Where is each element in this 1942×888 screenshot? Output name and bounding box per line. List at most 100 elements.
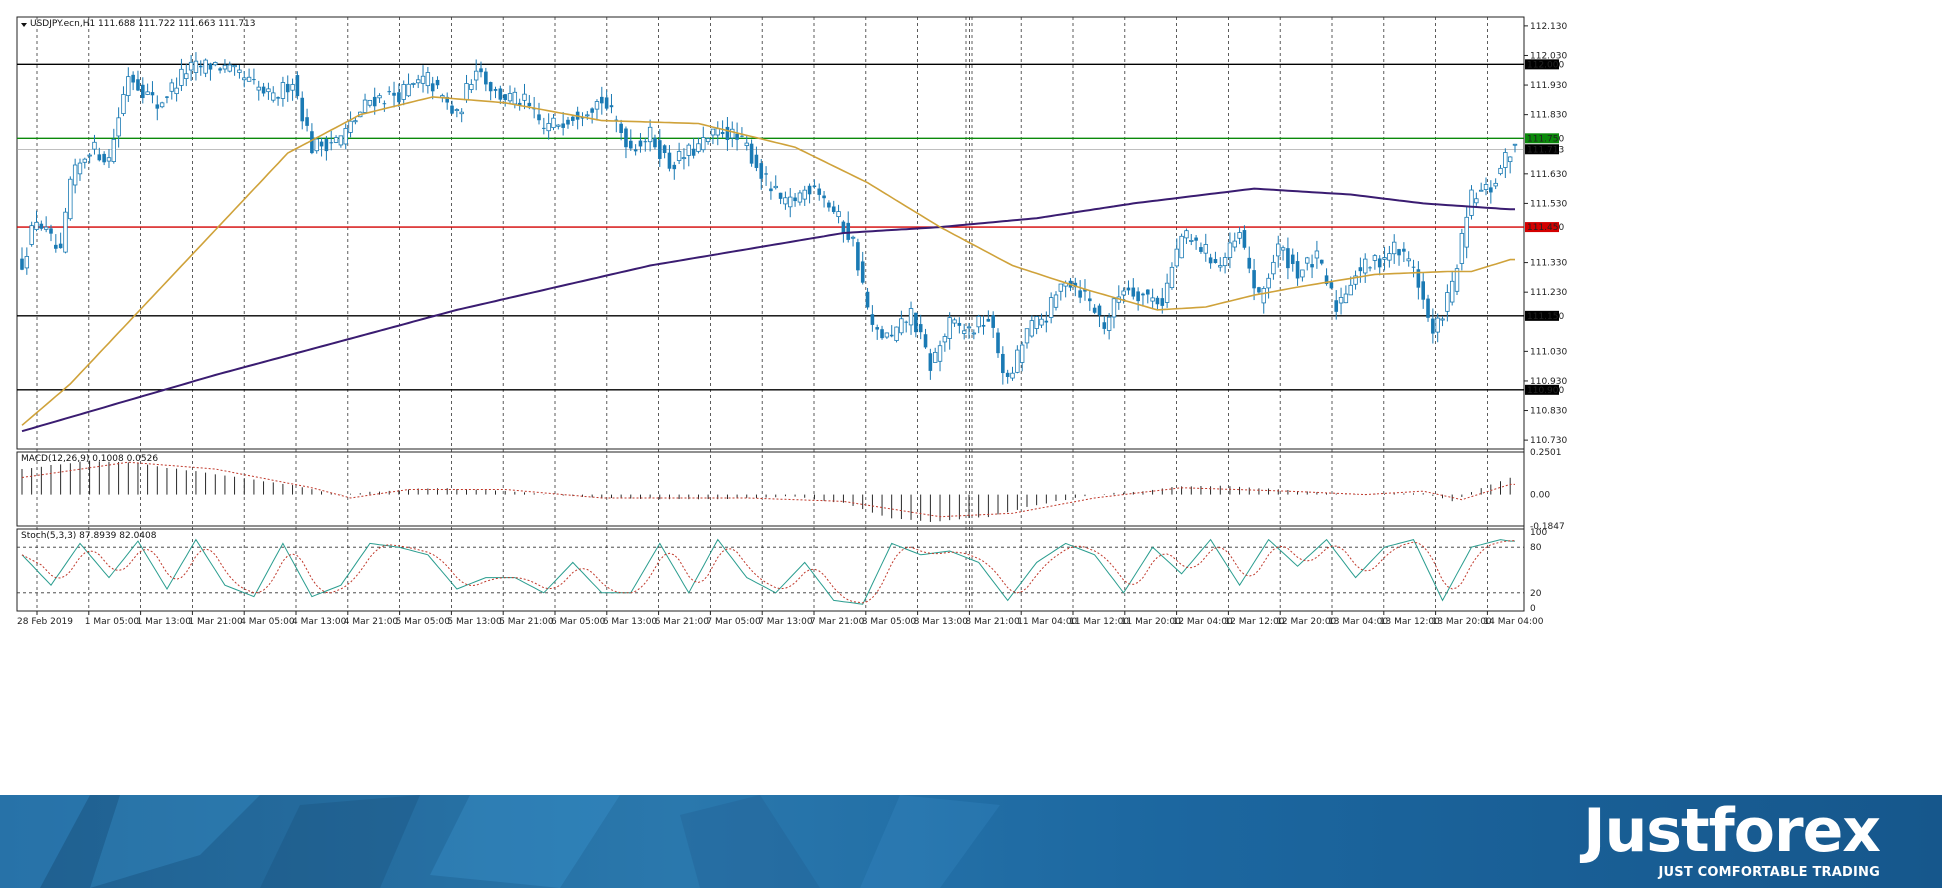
current-price-label: 111.713 [1527,145,1564,155]
candle-bear [136,79,140,91]
candle-bear [1397,249,1401,256]
candle-bear [498,88,503,100]
candle-bull [783,197,788,205]
candle-bull [1454,268,1460,292]
candle-bear [54,244,58,249]
candle-bear [918,324,923,333]
x-tick-label: 1 Mar 21:00 [188,617,243,627]
y-tick-label: 111.630 [1530,170,1567,180]
x-tick-label: 8 Mar 21:00 [965,617,1020,627]
candle-bear [1126,287,1131,291]
macd-y-label: 0.00 [1530,491,1550,501]
candle-bull [87,154,92,157]
candle-bear [392,92,396,96]
current-price-tag [1525,144,1559,155]
candle-bear [208,63,213,70]
candle-bull [464,83,469,101]
y-tick-label: 111.530 [1530,199,1567,209]
candle-bull [1348,284,1353,296]
candle-bull [1445,292,1450,312]
y-tick-label: 110.930 [1530,377,1567,387]
candle-bull [937,345,943,362]
candle-bull [1203,244,1208,254]
candle-bear [928,353,933,371]
stoch-y-label: 0 [1530,604,1536,614]
candle-bull [1150,297,1155,302]
x-tick-label: 1 Mar 13:00 [137,617,192,627]
candle-bull [1271,261,1276,275]
y-tick-label: 111.830 [1530,111,1567,121]
candle-bear [566,119,570,125]
candle-bull [401,84,406,100]
candle-bull [681,157,687,160]
candle-bear [300,97,305,122]
candle-bull [1053,294,1059,308]
candle-bear [889,334,894,337]
candle-bull [686,144,691,156]
candle-bull [1015,349,1020,373]
candle-bull [522,93,527,101]
candle-bear [1295,261,1300,279]
level-tag-label: 111.750 [1527,134,1564,144]
candle-bear [397,92,401,103]
candle-bull [797,192,803,203]
candle-bear [991,315,995,328]
candle-bull [976,315,981,328]
candle-bear [1329,282,1334,289]
candle-bull [1474,198,1479,204]
x-tick-label: 14 Mar 04:00 [1483,617,1543,627]
candle-bear [778,192,783,199]
candle-bear [1421,281,1425,300]
candle-bear [1286,248,1290,269]
x-tick-label: 4 Mar 13:00 [292,617,347,627]
ma-slow-line [21,187,1515,433]
candle-bear [58,243,63,249]
level-tag-label: 110.900 [1527,386,1564,396]
candle-bear [720,131,725,135]
candle-bull [1058,283,1064,292]
level-tag-label: 111.450 [1527,223,1564,233]
candle-bull [676,151,682,161]
candle-bull [1276,243,1281,257]
candle-bear [165,96,169,98]
candle-bull [1314,250,1320,259]
candle-bull [1029,320,1035,337]
y-tick-label: 110.830 [1530,407,1567,417]
candle-bear [1252,270,1256,289]
candle-bear [628,140,633,149]
candle-bear [653,137,657,148]
candle-bull [802,189,807,200]
candle-bull [971,332,977,335]
candle-bear [488,82,493,92]
candle-bear [479,68,483,73]
candle-bear [740,135,744,137]
brand-tagline: JUST COMFORTABLE TRADING [1658,865,1880,880]
candle-bear [604,97,609,109]
candle-bear [812,185,817,188]
candle-bear [150,92,155,96]
candle-bull [193,60,199,73]
x-tick-label: 11 Mar 12:00 [1069,617,1129,627]
candle-bear [561,123,565,128]
candle-bear [450,105,454,114]
candle-bull [77,162,83,175]
candle-bear [329,142,334,144]
candle-bull [1498,167,1503,175]
candle-bear [39,223,44,229]
candle-bull [121,94,126,114]
candle-bull [551,117,556,129]
candle-bear [131,74,135,83]
candle-bull [1280,247,1286,251]
candle-bull [271,92,276,101]
chart-area[interactable]: 112.130 112.030 111.930 111.830 111.630 111.5… [0,0,1942,795]
candle-bear [1319,259,1324,264]
macd-title: MACD(12,26,9) 0.1008 0.0526 [21,454,158,464]
candle-bull [836,211,841,218]
candle-bear [1411,266,1416,268]
candle-bear [1290,254,1295,264]
candle-bear [914,312,918,333]
candle-bull [425,72,431,87]
x-tick-label: 5 Mar 05:00 [396,617,451,627]
candle-bear [875,327,880,330]
level-tag [1525,222,1559,233]
